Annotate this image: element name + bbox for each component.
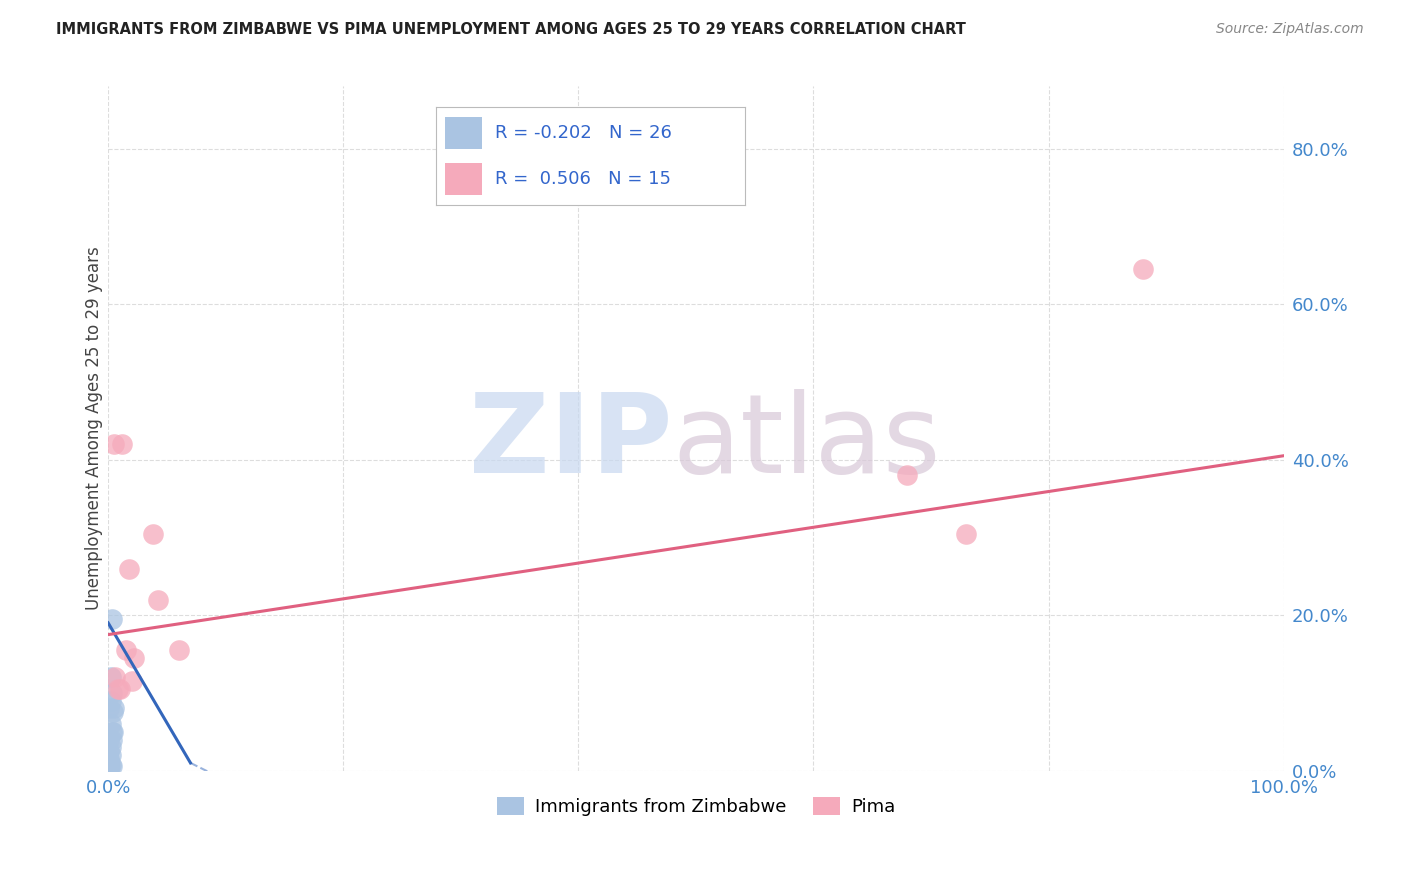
Point [167, 643, 190, 657]
Point [98, 744, 121, 758]
Text: ZIP: ZIP [470, 389, 672, 496]
Point [100, 612, 122, 626]
Text: atlas: atlas [672, 389, 941, 496]
Text: IMMIGRANTS FROM ZIMBABWE VS PIMA UNEMPLOYMENT AMONG AGES 25 TO 29 YEARS CORRELAT: IMMIGRANTS FROM ZIMBABWE VS PIMA UNEMPLO… [56, 22, 966, 37]
Point [98, 757, 121, 772]
Point [98, 701, 121, 715]
Point [98, 760, 121, 774]
Point [896, 468, 918, 483]
Y-axis label: Unemployment Among Ages 25 to 29 years: Unemployment Among Ages 25 to 29 years [86, 247, 103, 610]
Point [114, 643, 136, 657]
Point [101, 706, 124, 720]
Point [146, 592, 169, 607]
Text: R =  0.506   N = 15: R = 0.506 N = 15 [495, 169, 671, 187]
Point [98, 752, 121, 766]
Point [98, 761, 121, 775]
Point [100, 670, 122, 684]
Point [100, 758, 122, 772]
Point [98, 759, 121, 773]
Point [100, 717, 122, 731]
Point [98, 761, 121, 775]
Point [100, 724, 122, 739]
Point [100, 694, 122, 708]
Point [100, 759, 122, 773]
Text: Source: ZipAtlas.com: Source: ZipAtlas.com [1216, 22, 1364, 37]
Text: R = -0.202   N = 26: R = -0.202 N = 26 [495, 124, 672, 142]
Point [107, 681, 129, 696]
Point [101, 724, 124, 739]
FancyBboxPatch shape [446, 117, 482, 149]
Point [100, 686, 122, 700]
Legend: Immigrants from Zimbabwe, Pima: Immigrants from Zimbabwe, Pima [489, 789, 903, 823]
Point [955, 526, 977, 541]
Point [98, 756, 121, 770]
Point [100, 740, 122, 755]
Point [103, 437, 125, 451]
Point [142, 526, 165, 541]
Point [98, 732, 121, 747]
Point [122, 651, 145, 665]
Point [1132, 262, 1154, 277]
Point [111, 437, 134, 451]
Point [100, 748, 122, 763]
Point [98, 755, 121, 769]
Point [98, 756, 121, 771]
Point [100, 732, 122, 747]
Point [121, 674, 143, 689]
Point [103, 701, 125, 715]
Point [104, 670, 127, 684]
Point [118, 561, 141, 575]
Point [108, 681, 131, 696]
FancyBboxPatch shape [446, 163, 482, 195]
